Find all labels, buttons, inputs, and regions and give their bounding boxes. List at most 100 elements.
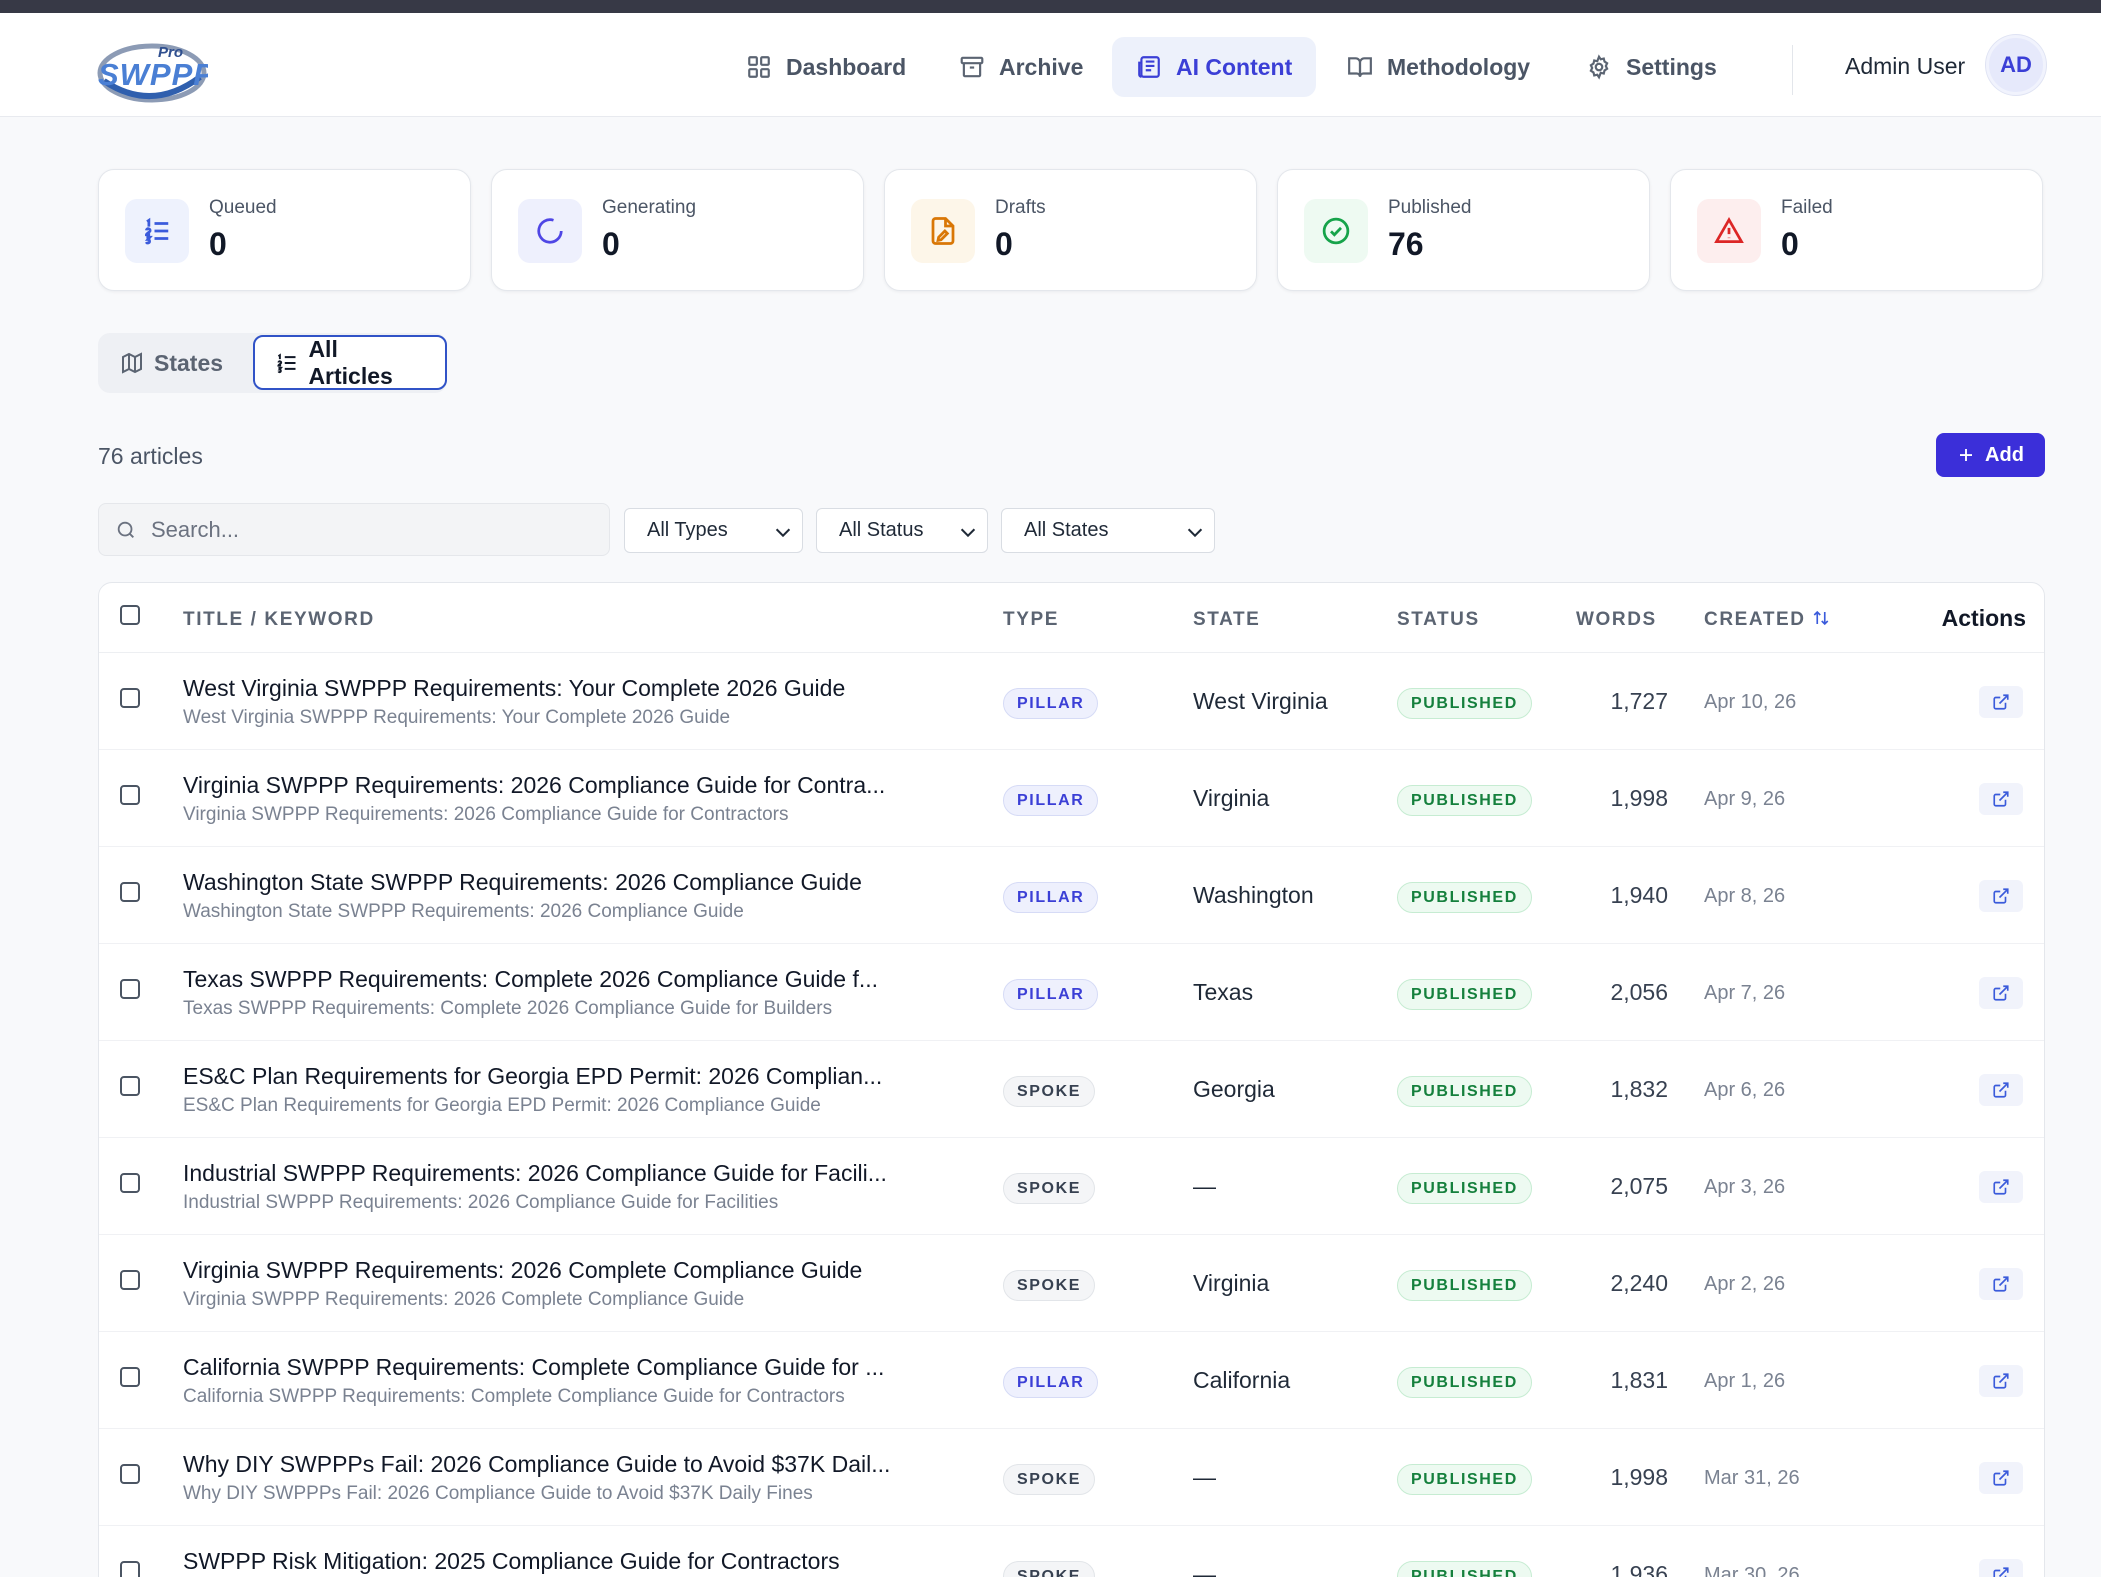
row-checkbox[interactable] [120,1173,140,1193]
external-link-icon [1993,1373,2009,1389]
add-button[interactable]: Add [1936,433,2045,477]
word-count: 1,998 [1610,1464,1668,1490]
nav-archive[interactable]: Archive [935,37,1107,97]
external-link-icon [1993,1567,2009,1577]
tab-states[interactable]: States [100,333,243,393]
nav-methodology[interactable]: Methodology [1323,37,1554,97]
open-article-button[interactable] [1979,1462,2023,1494]
row-checkbox[interactable] [120,785,140,805]
article-state: Georgia [1193,1076,1275,1102]
status-badge: PUBLISHED [1397,979,1532,1010]
table-row[interactable]: Industrial SWPPP Requirements: 2026 Comp… [99,1138,2044,1235]
word-count: 2,240 [1610,1270,1668,1296]
state-filter-select[interactable]: All States [1001,508,1215,553]
stat-card-failed: Failed 0 [1670,169,2043,291]
tab-label: All Articles [308,335,393,389]
status-badge: PUBLISHED [1397,1270,1532,1301]
list-icon [277,352,296,373]
type-filter-select[interactable]: All Types [624,508,803,553]
created-date: Apr 8, 26 [1704,885,1786,907]
article-title[interactable]: Virginia SWPPP Requirements: 2026 Compli… [183,772,886,798]
column-state[interactable]: STATE [1193,609,1261,630]
avatar[interactable]: AD [1986,35,2046,95]
swppp-pro-logo[interactable]: Pro SWPPP [96,31,214,107]
article-title[interactable]: SWPPP Risk Mitigation: 2025 Compliance G… [183,1548,840,1574]
row-checkbox[interactable] [120,1270,140,1290]
row-checkbox[interactable] [120,1367,140,1387]
article-title[interactable]: Why DIY SWPPPs Fail: 2026 Compliance Gui… [183,1451,891,1477]
table-row[interactable]: ES&C Plan Requirements for Georgia EPD P… [99,1041,2044,1138]
article-title[interactable]: Virginia SWPPP Requirements: 2026 Comple… [183,1257,863,1283]
stat-label: Generating [602,197,697,218]
row-checkbox[interactable] [120,979,140,999]
nav-settings[interactable]: Settings [1562,37,1741,97]
open-article-button[interactable] [1979,880,2023,912]
search-input[interactable] [151,516,591,543]
map-icon [122,352,142,374]
open-article-button[interactable] [1979,1074,2023,1106]
article-title[interactable]: Washington State SWPPP Requirements: 202… [183,869,862,895]
column-created[interactable]: CREATED [1704,609,1830,631]
created-date: Mar 31, 26 [1704,1467,1800,1489]
created-date: Apr 7, 26 [1704,982,1786,1004]
column-type[interactable]: TYPE [1003,609,1060,630]
open-article-button[interactable] [1979,977,2023,1009]
status-badge: PUBLISHED [1397,688,1532,719]
window-top-strip [0,0,2101,13]
nav-ai-content[interactable]: AI Content [1112,37,1317,97]
status-badge: PUBLISHED [1397,1173,1532,1204]
stat-card-generating: Generating 0 [491,169,864,291]
file-edit-icon [931,217,955,245]
open-article-button[interactable] [1979,1268,2023,1300]
stat-value: 76 [1388,226,1424,262]
external-link-icon [1993,791,2009,807]
stat-label: Published [1388,197,1472,218]
word-count: 2,056 [1610,979,1668,1005]
nav-label: Methodology [1387,53,1531,80]
column-words[interactable]: WORDS [1576,609,1657,630]
table-row[interactable]: Washington State SWPPP Requirements: 202… [99,847,2044,944]
select-all-checkbox[interactable] [120,605,140,625]
open-article-button[interactable] [1979,686,2023,718]
column-status[interactable]: STATUS [1397,609,1480,630]
nav-dashboard[interactable]: Dashboard [722,37,930,97]
external-link-icon [1993,888,2009,904]
stat-label: Failed [1781,197,1833,218]
sort-icon[interactable] [1812,609,1830,627]
table-row[interactable]: Why DIY SWPPPs Fail: 2026 Compliance Gui… [99,1429,2044,1526]
open-article-button[interactable] [1979,1559,2023,1577]
row-checkbox[interactable] [120,1076,140,1096]
row-checkbox[interactable] [120,882,140,902]
table-row[interactable]: California SWPPP Requirements: Complete … [99,1332,2044,1429]
open-article-button[interactable] [1979,1365,2023,1397]
check-circle-icon [1322,217,1350,245]
article-title[interactable]: West Virginia SWPPP Requirements: Your C… [183,675,846,701]
word-count: 1,998 [1610,785,1668,811]
column-created-label: CREATED [1704,609,1806,630]
row-checkbox[interactable] [120,1464,140,1484]
stat-value: 0 [209,226,227,262]
tab-all-articles[interactable]: All Articles [253,335,447,390]
word-count: 1,832 [1610,1076,1668,1102]
article-title[interactable]: California SWPPP Requirements: Complete … [183,1354,885,1380]
table-row[interactable]: SWPPP Risk Mitigation: 2025 Compliance G… [99,1526,2044,1577]
article-keyword: Washington State SWPPP Requirements: 202… [183,901,744,922]
open-article-button[interactable] [1979,1171,2023,1203]
status-filter-select[interactable]: All Status [816,508,988,553]
article-title[interactable]: ES&C Plan Requirements for Georgia EPD P… [183,1063,883,1089]
warning-icon [1714,216,1744,243]
nav-label: Settings [1626,53,1717,80]
row-checkbox[interactable] [120,688,140,708]
nav-label: AI Content [1176,53,1293,80]
table-row[interactable]: West Virginia SWPPP Requirements: Your C… [99,653,2044,750]
article-title[interactable]: Industrial SWPPP Requirements: 2026 Comp… [183,1160,887,1186]
column-title[interactable]: TITLE / KEYWORD [183,609,375,630]
top-navbar: Pro SWPPP Dashboard Archive AI Content M… [0,13,2101,117]
table-row[interactable]: Virginia SWPPP Requirements: 2026 Compli… [99,750,2044,847]
open-article-button[interactable] [1979,783,2023,815]
row-checkbox[interactable] [120,1561,140,1577]
stat-value: 0 [1781,226,1799,262]
table-row[interactable]: Texas SWPPP Requirements: Complete 2026 … [99,944,2044,1041]
table-row[interactable]: Virginia SWPPP Requirements: 2026 Comple… [99,1235,2044,1332]
article-title[interactable]: Texas SWPPP Requirements: Complete 2026 … [183,966,879,992]
